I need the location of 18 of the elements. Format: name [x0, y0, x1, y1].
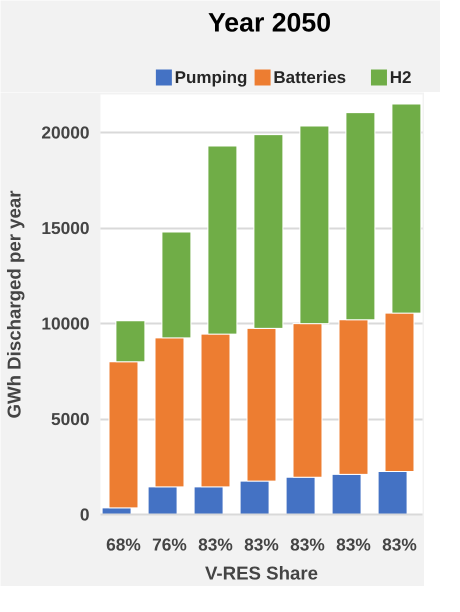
x-tick-label: 68% [106, 534, 141, 554]
y-tick-label: 20000 [41, 122, 90, 143]
legend-label: H2 [390, 68, 412, 87]
x-tick-label: 83% [244, 534, 279, 554]
y-tick-label: 10000 [41, 314, 90, 334]
x-tick-label: 76% [152, 534, 187, 554]
x-tick-label: 83% [290, 534, 325, 554]
chart-title: Year 2050 [208, 8, 332, 38]
legend-label: Batteries [273, 68, 346, 87]
x-axis-title: V-RES Share [204, 562, 318, 584]
x-tick-label: 83% [336, 534, 371, 554]
y-tick-label: 5000 [50, 409, 90, 430]
legend-label: Pumping [174, 68, 248, 87]
y-axis-title: GWh Discharged per year [3, 190, 24, 419]
y-tick-label: 0 [80, 504, 90, 524]
y-tick-label: 15000 [41, 218, 90, 238]
x-tick-label: 83% [382, 534, 417, 554]
x-tick-label: 83% [198, 534, 233, 554]
